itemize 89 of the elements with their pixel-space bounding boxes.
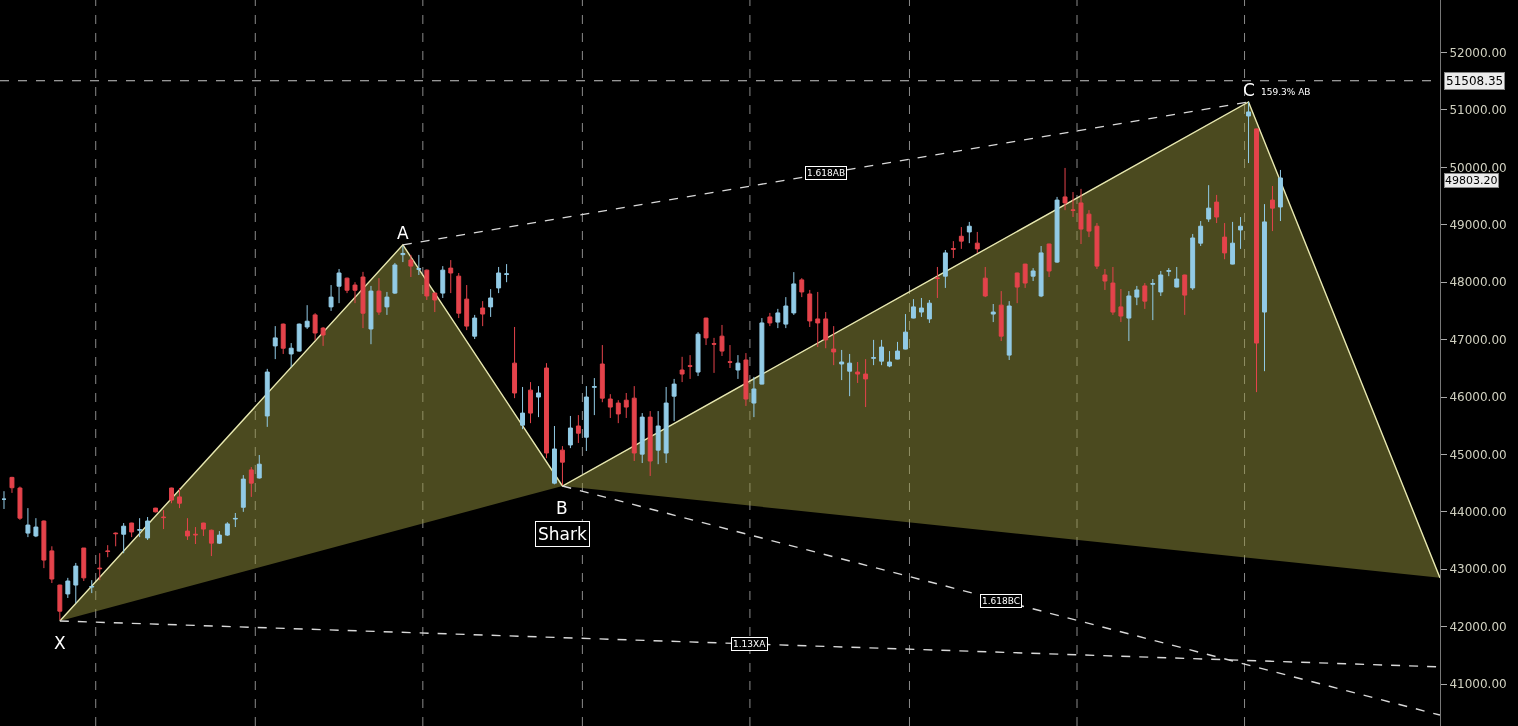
y-tick-label: 41000.00 (1449, 677, 1507, 692)
candlestick (41, 519, 47, 569)
candlestick (280, 323, 286, 355)
candlestick (9, 476, 15, 494)
candlestick (288, 342, 294, 368)
candlestick (408, 254, 414, 278)
candlestick (272, 325, 278, 360)
candlestick (296, 323, 302, 353)
candlestick (216, 530, 222, 545)
candlestick (185, 517, 190, 541)
candlestick (208, 529, 214, 557)
candlestick (328, 284, 334, 312)
candlestick (97, 552, 103, 581)
candlestick (240, 474, 246, 513)
candlestick (113, 532, 119, 547)
y-tick-label: 49000.00 (1449, 217, 1507, 232)
candlestick (392, 262, 398, 295)
candlestick (496, 266, 502, 294)
candlestick (536, 385, 541, 418)
y-tick-label: 46000.00 (1449, 390, 1507, 405)
text: 49803.20 (1445, 174, 1498, 187)
y-tick-label: 45000.00 (1449, 447, 1507, 462)
candlestick (57, 584, 63, 621)
ref-line-label: 51508.35 (1446, 74, 1504, 88)
candlestick (81, 547, 87, 582)
candlestick (137, 517, 143, 538)
candlestick (264, 368, 270, 428)
candlestick (161, 509, 166, 530)
candlestick (25, 507, 31, 538)
candlestick (472, 314, 478, 340)
candlestick (504, 263, 510, 283)
candlestick (304, 304, 310, 330)
candlestick (312, 312, 318, 341)
candlestick (336, 268, 342, 304)
candlestick (344, 277, 350, 294)
candlestick (464, 284, 470, 331)
candlestick (232, 512, 238, 528)
annotation: A (397, 223, 409, 243)
y-tick-label: 51000.00 (1449, 103, 1507, 118)
candlestick (488, 288, 494, 318)
candlestick (248, 466, 254, 498)
candlestick (73, 562, 79, 604)
candlestick (200, 522, 206, 537)
candlestick (376, 277, 382, 316)
y-tick-label: 52000.00 (1449, 45, 1507, 60)
annotation: C (1243, 80, 1255, 100)
candlestick (129, 522, 135, 538)
series-label: 1.13XA (733, 639, 767, 649)
candlestick (512, 326, 518, 399)
candlestick (360, 271, 366, 329)
candlestick (49, 545, 55, 584)
y-tick-label: 50000.00 (1449, 160, 1507, 175)
candlestick (400, 245, 406, 263)
y-tick-label: 43000.00 (1449, 562, 1507, 577)
candlestick (432, 292, 438, 313)
candlestick (177, 487, 182, 509)
candlestick (440, 265, 446, 299)
candlestick (384, 291, 390, 316)
candlestick (424, 269, 430, 301)
candlestick (320, 326, 326, 347)
candlestick (89, 579, 95, 594)
candlestick (368, 285, 374, 345)
series-label: 1.618BC (982, 596, 1021, 606)
y-tick-label: 42000.00 (1449, 619, 1507, 634)
candlestick (169, 487, 174, 504)
candlestick (480, 300, 486, 327)
candlestick (33, 517, 39, 538)
candlestick (105, 544, 111, 558)
y-tick-label: 48000.00 (1449, 275, 1507, 290)
y-tick-label: 47000.00 (1449, 332, 1507, 347)
candlestick (145, 516, 151, 541)
candlestick (448, 259, 454, 294)
candlestick (256, 454, 262, 480)
y-tick-label: 44000.00 (1449, 505, 1507, 520)
candlestick (416, 254, 422, 276)
candlestick (544, 362, 549, 459)
candlestick (352, 281, 358, 304)
annotation: X (54, 633, 66, 653)
candlestick (193, 526, 198, 545)
candlestick (153, 507, 159, 513)
candlestick (520, 386, 525, 430)
candlestick (456, 272, 462, 319)
candlestick (528, 381, 533, 424)
candlestick (65, 577, 71, 599)
candlestick (552, 425, 557, 485)
candlestick (17, 486, 23, 521)
candlestick (224, 521, 230, 537)
candlestick (121, 522, 127, 554)
annotation: 159.3% AB (1261, 87, 1311, 97)
